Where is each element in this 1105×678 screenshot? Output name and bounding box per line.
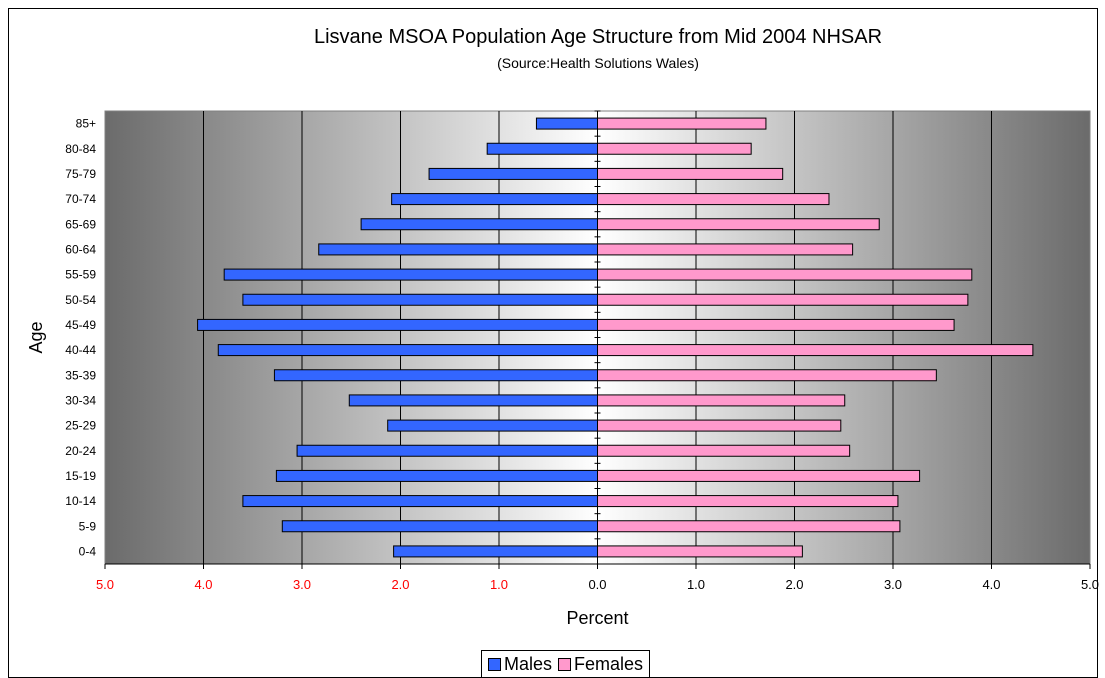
- y-tick-label: 60-64: [65, 242, 96, 256]
- bar-females-5-9: [597, 520, 901, 533]
- bar-females-50-54: [597, 293, 969, 306]
- y-tick-label: 0-4: [79, 544, 97, 558]
- y-axis-label: Age: [26, 321, 46, 353]
- bar-males-25-29: [387, 419, 598, 432]
- y-tick-label: 85+: [76, 117, 96, 131]
- bar-females-35-39: [597, 369, 937, 382]
- x-tick-label: 2.0: [391, 577, 409, 592]
- legend-label: Females: [574, 653, 644, 674]
- bar-males-45-49: [197, 318, 598, 331]
- bars: [197, 117, 1034, 558]
- x-tick-label: 3.0: [293, 577, 311, 592]
- y-tick-label: 30-34: [65, 393, 96, 407]
- y-tick-label: 10-14: [65, 494, 96, 508]
- y-tick-label: 15-19: [65, 469, 96, 483]
- bar-females-45-49: [597, 318, 955, 331]
- bar-males-50-54: [242, 293, 598, 306]
- bar-females-40-44: [597, 344, 1034, 357]
- x-axis-label: Percent: [566, 608, 628, 628]
- x-tick-label: 4.0: [982, 577, 1000, 592]
- chart-title: Lisvane MSOA Population Age Structure fr…: [313, 26, 883, 48]
- bar-females-55-59: [597, 268, 973, 281]
- y-tick-label: 65-69: [65, 217, 96, 231]
- bar-males-30-34: [348, 394, 598, 407]
- legend-swatch: [488, 657, 501, 671]
- bar-males-80-84: [486, 142, 598, 155]
- bar-females-80-84: [597, 142, 752, 155]
- bar-males-15-19: [275, 469, 598, 482]
- y-tick-label: 40-44: [65, 343, 96, 357]
- bar-females-20-24: [597, 444, 851, 457]
- bar-males-5-9: [281, 520, 598, 533]
- y-tick-label: 75-79: [65, 167, 96, 181]
- bar-males-35-39: [273, 369, 598, 382]
- bar-females-25-29: [597, 419, 842, 432]
- chart-subtitle: (Source:Health Solutions Wales): [497, 55, 699, 71]
- bar-males-85+: [535, 117, 598, 130]
- bar-males-0-4: [393, 545, 599, 558]
- bar-males-75-79: [428, 167, 598, 180]
- x-tick-label: 3.0: [884, 577, 902, 592]
- bar-females-10-14: [597, 495, 899, 508]
- legend-swatch: [558, 657, 572, 671]
- bar-males-60-64: [318, 243, 598, 256]
- x-tick-label: 4.0: [194, 577, 212, 592]
- y-tick-label: 80-84: [65, 142, 96, 156]
- y-tick-label: 45-49: [65, 318, 96, 332]
- x-tick-label: 1.0: [687, 577, 705, 592]
- x-tick-label: 1.0: [490, 577, 508, 592]
- bar-males-10-14: [242, 495, 598, 508]
- x-tick-label: 5.0: [1081, 577, 1099, 592]
- bar-females-75-79: [597, 167, 784, 180]
- legend-item-males: Males: [488, 654, 552, 675]
- x-tick-label: 0.0: [588, 577, 606, 592]
- bar-females-85+: [597, 117, 767, 130]
- bar-males-55-59: [223, 268, 598, 281]
- axis-labels: Percent Age: [26, 321, 629, 628]
- legend-item-females: Females: [558, 654, 643, 675]
- y-tick-label: 25-29: [65, 419, 96, 433]
- y-tick-label: 70-74: [65, 192, 96, 206]
- y-tick-label: 5-9: [79, 519, 97, 533]
- bar-females-60-64: [597, 243, 854, 256]
- grid-lines: [203, 111, 992, 564]
- bar-females-15-19: [597, 469, 921, 482]
- y-tick-label: 55-59: [65, 268, 96, 282]
- y-tick-label: 50-54: [65, 293, 96, 307]
- legend-label: Males: [504, 653, 553, 674]
- axes: 5.0 4.0 3.0 2.0 1.0 0.0 1.0 2.0 3.0 4.0 5.0 0-4 5-9 1…: [65, 110, 1099, 592]
- bar-females-0-4: [597, 545, 803, 558]
- bar-males-70-74: [391, 193, 599, 206]
- x-tick-label: 2.0: [785, 577, 803, 592]
- x-tick-label: 5.0: [96, 577, 114, 592]
- y-tick-label: 35-39: [65, 368, 96, 382]
- bar-females-70-74: [597, 193, 830, 206]
- bar-females-30-34: [597, 394, 846, 407]
- legend: Males Females: [481, 650, 651, 677]
- bar-males-40-44: [217, 344, 598, 357]
- bar-males-20-24: [296, 444, 598, 457]
- bar-females-65-69: [597, 218, 880, 231]
- bar-males-65-69: [360, 218, 598, 231]
- y-tick-label: 20-24: [65, 444, 96, 458]
